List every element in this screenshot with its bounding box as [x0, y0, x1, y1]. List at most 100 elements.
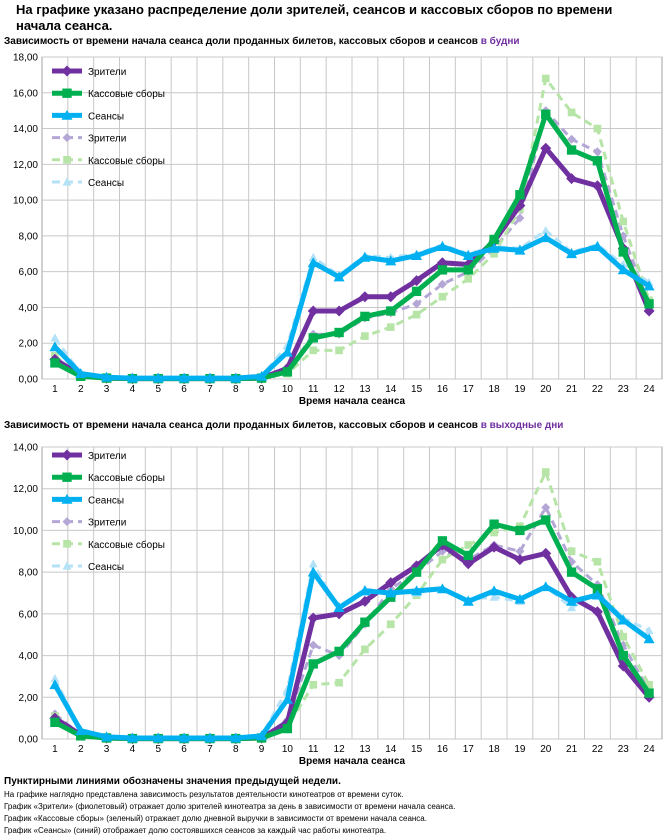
- y-tick-label: 10,00: [13, 196, 38, 207]
- data-point: [541, 502, 551, 512]
- legend-marker: [61, 493, 73, 504]
- data-point: [567, 547, 576, 556]
- notes: Пунктирными линиями обозначены значения …: [4, 776, 664, 837]
- legend-marker: [62, 561, 72, 570]
- data-point: [540, 142, 552, 154]
- data-point: [282, 367, 293, 377]
- data-point: [592, 584, 603, 594]
- series-sessions: [49, 232, 655, 383]
- data-point: [541, 109, 551, 119]
- x-tick-label: 15: [411, 744, 423, 755]
- data-point: [490, 528, 498, 537]
- legend-label: Зрители: [88, 451, 126, 462]
- data-point: [308, 333, 318, 343]
- x-tick-label: 23: [618, 744, 630, 755]
- data-point: [644, 626, 654, 635]
- chart-title-weekends: Зависимость от времени начала сеанса дол…: [4, 420, 563, 431]
- notes-title: Пунктирными линиями обозначены значения …: [4, 776, 341, 787]
- data-point: [567, 603, 577, 612]
- data-point: [360, 311, 370, 322]
- x-tick-label: 22: [592, 384, 604, 395]
- x-tick-label: 17: [463, 744, 475, 755]
- data-point: [50, 674, 60, 683]
- x-tick-label: 11: [308, 744, 319, 755]
- data-point: [412, 299, 422, 309]
- data-point: [617, 264, 629, 275]
- data-point: [385, 577, 397, 589]
- legend-marker: [62, 177, 72, 186]
- x-tick-label: 9: [259, 744, 265, 755]
- data-point: [540, 581, 552, 592]
- data-point: [152, 372, 164, 383]
- data-point: [463, 550, 473, 561]
- x-tick-label: 5: [155, 744, 161, 755]
- data-point: [308, 252, 318, 261]
- data-point: [490, 249, 498, 258]
- data-point: [334, 646, 344, 657]
- data-point: [514, 593, 526, 604]
- chart-title-weekends-accent: в выходные дни: [480, 420, 564, 431]
- data-point: [411, 250, 423, 260]
- data-point: [643, 633, 655, 644]
- y-tick-label: 4,00: [19, 651, 39, 662]
- data-point: [462, 595, 474, 606]
- chart-title-weekends-text: Зависимость от времени начала сеанса дол…: [4, 420, 478, 431]
- data-point: [50, 358, 60, 368]
- data-point: [360, 617, 370, 627]
- data-point: [514, 244, 526, 255]
- data-point: [617, 614, 629, 625]
- x-tick-label: 4: [130, 384, 136, 395]
- data-point: [411, 567, 422, 577]
- x-tick-label: 13: [359, 384, 371, 395]
- x-tick-label: 10: [282, 744, 294, 755]
- data-point: [462, 250, 474, 260]
- data-point: [307, 305, 319, 317]
- data-point: [361, 332, 369, 340]
- data-point: [515, 213, 525, 223]
- data-point: [75, 368, 87, 379]
- data-point: [386, 323, 395, 331]
- data-point: [126, 372, 138, 383]
- data-point: [361, 645, 369, 654]
- x-tick-label: 24: [644, 384, 656, 395]
- data-point: [230, 372, 242, 383]
- legend-label: Кассовые сборы: [88, 472, 165, 484]
- data-point: [591, 180, 603, 192]
- x-tick-label: 21: [566, 744, 578, 755]
- data-point: [412, 310, 421, 319]
- data-point: [514, 554, 526, 566]
- legend-label: Зрители: [88, 67, 126, 78]
- x-tick-label: 12: [334, 384, 346, 395]
- data-point: [592, 147, 602, 157]
- y-tick-label: 14,00: [13, 443, 38, 454]
- data-point: [359, 585, 371, 596]
- data-point: [281, 346, 293, 357]
- x-tick-label: 16: [437, 744, 449, 755]
- y-tick-label: 12,00: [13, 160, 38, 171]
- x-tick-label: 16: [437, 384, 449, 395]
- x-tick-label: 2: [78, 744, 84, 755]
- data-point: [540, 232, 552, 243]
- data-point: [359, 251, 371, 262]
- data-point: [489, 234, 499, 245]
- data-point: [50, 717, 60, 727]
- y-tick-label: 2,00: [19, 339, 39, 350]
- y-tick-label: 8,00: [19, 568, 39, 579]
- data-point: [566, 248, 578, 259]
- y-tick-label: 10,00: [13, 526, 38, 537]
- chart-title-weekdays: Зависимость от времени начала сеанса дол…: [4, 36, 520, 47]
- data-point: [643, 280, 655, 291]
- x-tick-label: 19: [514, 384, 526, 395]
- series-sessions: [49, 566, 655, 743]
- data-point: [541, 468, 550, 476]
- data-point: [515, 525, 525, 536]
- data-point: [411, 286, 422, 297]
- y-tick-label: 16,00: [13, 88, 38, 99]
- data-point: [282, 723, 293, 734]
- chart-weekdays: 0,00 2,00 4,00 6,00 8,00 10,00 12,00 14,00 16,00…: [13, 53, 663, 407]
- data-point: [334, 327, 344, 338]
- data-point: [385, 255, 397, 266]
- data-point: [437, 265, 448, 275]
- data-point: [541, 74, 550, 83]
- legend: Зрители Кассовые сборы Сеансы Зрители Кассов…: [52, 65, 165, 189]
